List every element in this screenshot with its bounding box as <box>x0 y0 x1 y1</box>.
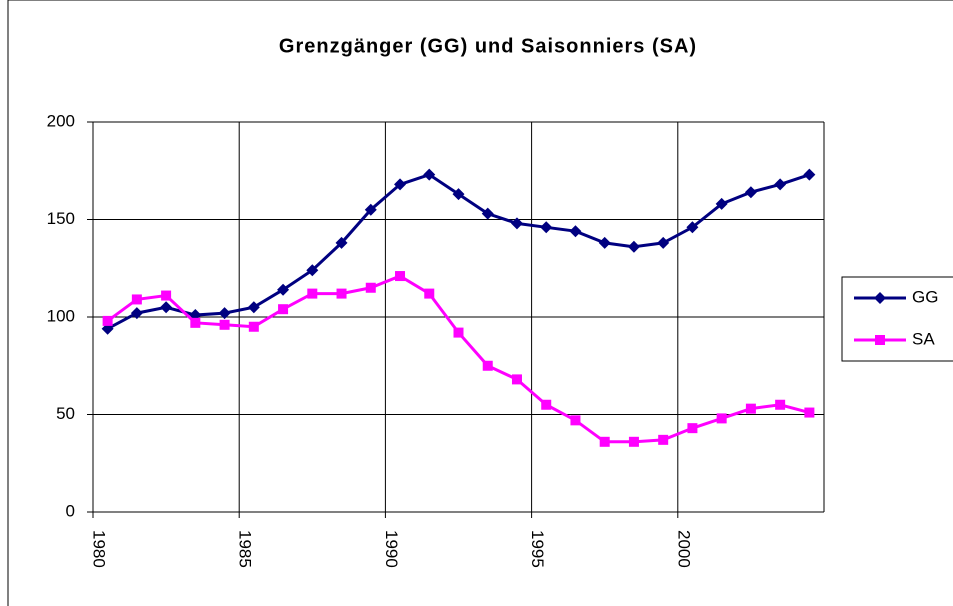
marker <box>775 399 786 410</box>
marker <box>452 188 465 201</box>
marker <box>218 307 231 320</box>
marker <box>541 399 552 410</box>
y-tick-label: 200 <box>47 111 75 130</box>
marker <box>424 288 435 299</box>
legend-box <box>841 276 953 362</box>
marker <box>686 221 699 234</box>
marker <box>569 225 582 238</box>
legend-marker <box>875 335 885 345</box>
legend-label: GG <box>912 287 938 306</box>
marker <box>336 288 347 299</box>
x-tick-label: 2000 <box>674 530 693 568</box>
marker <box>364 203 377 216</box>
marker <box>130 307 143 320</box>
y-tick-label: 100 <box>47 306 75 325</box>
marker <box>628 436 639 447</box>
legend-marker <box>874 292 886 304</box>
marker <box>248 321 259 332</box>
marker <box>598 236 611 249</box>
marker <box>190 317 201 328</box>
marker <box>102 315 113 326</box>
x-tick-label: 1985 <box>236 530 255 568</box>
marker <box>335 236 348 249</box>
marker <box>599 436 610 447</box>
marker <box>219 319 230 330</box>
marker <box>657 236 670 249</box>
chart-frame <box>7 0 953 606</box>
marker <box>716 413 727 424</box>
marker <box>395 271 406 282</box>
marker <box>278 304 289 315</box>
marker <box>394 178 407 191</box>
marker <box>627 240 640 253</box>
legend-label: SA <box>912 329 935 348</box>
marker <box>687 423 698 434</box>
marker <box>160 301 173 314</box>
marker <box>423 168 436 181</box>
marker <box>131 294 142 305</box>
marker <box>804 407 815 418</box>
marker <box>511 374 522 385</box>
marker <box>482 360 493 371</box>
marker <box>481 207 494 220</box>
x-tick-label: 1990 <box>382 530 401 568</box>
marker <box>247 301 260 314</box>
marker <box>307 288 318 299</box>
marker <box>365 282 376 293</box>
y-tick-label: 50 <box>56 404 75 423</box>
marker <box>715 197 728 210</box>
marker <box>803 168 816 181</box>
x-tick-label: 1980 <box>90 530 109 568</box>
marker <box>745 403 756 414</box>
y-tick-label: 0 <box>66 501 75 520</box>
marker <box>744 186 757 199</box>
marker <box>161 290 172 301</box>
marker <box>453 327 464 338</box>
marker <box>540 221 553 234</box>
marker <box>658 434 669 445</box>
marker <box>774 178 787 191</box>
marker <box>570 415 581 426</box>
chart-title: Grenzgänger (GG) und Saisonniers (SA) <box>279 35 697 57</box>
y-tick-label: 150 <box>47 209 75 228</box>
marker <box>306 264 319 277</box>
x-tick-label: 1995 <box>528 530 547 568</box>
marker <box>510 217 523 230</box>
marker <box>277 283 290 296</box>
